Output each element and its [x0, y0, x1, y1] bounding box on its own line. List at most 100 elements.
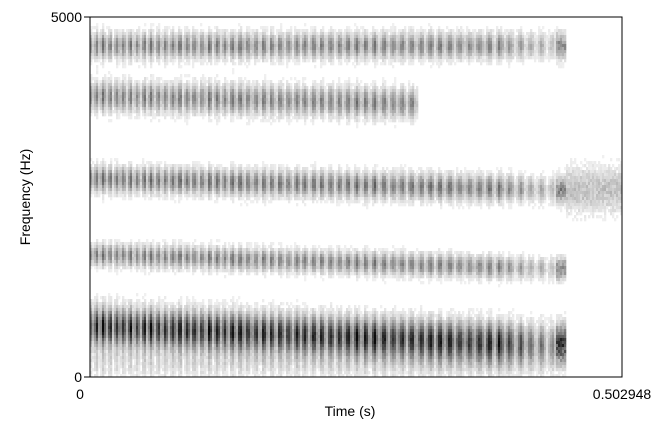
spectrogram-cell [206, 269, 209, 273]
spectrogram-cell [128, 326, 131, 330]
spectrogram-cell [200, 320, 203, 324]
spectrogram-cell [132, 188, 135, 192]
spectrogram-cell [106, 188, 109, 192]
spectrogram-cell [126, 38, 129, 42]
spectrogram-cell [116, 65, 119, 69]
spectrogram-cell [222, 266, 225, 270]
spectrogram-cell [164, 161, 167, 165]
spectrogram-cell [176, 83, 179, 87]
spectrogram-cell [126, 101, 129, 105]
spectrogram-cell [172, 320, 175, 324]
spectrogram-cell [162, 107, 165, 111]
spectrogram-cell [230, 185, 233, 189]
spectrogram-cell [130, 173, 133, 177]
spectrogram-cell [170, 356, 173, 360]
spectrogram-cell [224, 251, 227, 255]
spectrogram-cell [104, 182, 107, 186]
spectrogram-cell [158, 374, 161, 378]
spectrogram-cell [196, 185, 199, 189]
spectrogram-cell [226, 47, 229, 51]
spectrogram-cell [172, 47, 175, 51]
spectrogram-cell [120, 317, 123, 321]
spectrogram-cell [200, 359, 203, 363]
spectrogram-cell [116, 374, 119, 378]
spectrogram-cell [92, 161, 95, 165]
spectrogram-cell [102, 185, 105, 189]
spectrogram-cell [190, 335, 193, 339]
spectrogram-cell [138, 344, 141, 348]
spectrogram-cell [108, 317, 111, 321]
spectrogram-cell [232, 104, 235, 108]
spectrogram-cell [154, 350, 157, 354]
spectrogram-cell [200, 44, 203, 48]
spectrogram-cell [146, 356, 149, 360]
spectrogram-cell [140, 107, 143, 111]
spectrogram-cell [174, 257, 177, 261]
spectrogram-cell [214, 89, 217, 93]
spectrogram-cell [206, 101, 209, 105]
spectrogram-cell [120, 350, 123, 354]
spectrogram-cell [90, 323, 93, 327]
spectrogram-cell [214, 335, 217, 339]
spectrogram-cell [170, 362, 173, 366]
spectrogram-cell [112, 353, 115, 357]
spectrogram-cell [226, 317, 229, 321]
spectrogram-cell [140, 56, 143, 60]
spectrogram-cell [190, 341, 193, 345]
spectrogram-cell [136, 83, 139, 87]
spectrogram-cell [162, 110, 165, 114]
spectrogram-cell [96, 314, 99, 318]
spectrogram-cell [120, 101, 123, 105]
spectrogram-cell [94, 314, 97, 318]
spectrogram-cell [194, 77, 197, 81]
spectrogram-cell [212, 110, 215, 114]
spectrogram-cell [208, 83, 211, 87]
spectrogram-cell [204, 335, 207, 339]
spectrogram-cell [126, 314, 129, 318]
spectrogram-cell [140, 326, 143, 330]
spectrogram-cell [144, 242, 147, 246]
spectrogram-cell [104, 113, 107, 117]
spectrogram-cell [120, 311, 123, 315]
spectrogram-cell [94, 191, 97, 195]
spectrogram-cell [90, 101, 93, 105]
spectrogram-cell [216, 95, 219, 99]
spectrogram-cell [156, 29, 159, 33]
spectrogram-cell [92, 170, 95, 174]
spectrogram-cell [132, 356, 135, 360]
spectrogram-cell [170, 353, 173, 357]
spectrogram-cell [170, 110, 173, 114]
spectrogram-cell [146, 182, 149, 186]
spectrogram-cell [208, 326, 211, 330]
spectrogram-cell [200, 257, 203, 261]
spectrogram-cell [210, 329, 213, 333]
spectrogram-cell [144, 254, 147, 258]
spectrogram-cell [122, 344, 125, 348]
spectrogram-cell [210, 353, 213, 357]
spectrogram-cell [188, 53, 191, 57]
spectrogram-cell [152, 311, 155, 315]
spectrogram-cell [160, 92, 163, 96]
spectrogram-cell [158, 110, 161, 114]
spectrogram-cell [122, 266, 125, 270]
spectrogram-cell [150, 299, 153, 303]
spectrogram-cell [118, 173, 121, 177]
spectrogram-cell [210, 32, 213, 36]
spectrogram-cell [214, 260, 217, 264]
spectrogram-cell [182, 179, 185, 183]
spectrogram-cell [198, 257, 201, 261]
spectrogram-cell [216, 185, 219, 189]
spectrogram-cell [96, 23, 99, 27]
spectrogram-cell [174, 92, 177, 96]
spectrogram-cell [116, 296, 119, 300]
spectrogram-cell [132, 32, 135, 36]
spectrogram-cell [104, 98, 107, 102]
spectrogram-cell [146, 35, 149, 39]
spectrogram-cell [120, 107, 123, 111]
spectrogram-cell [204, 89, 207, 93]
spectrogram-cell [174, 53, 177, 57]
spectrogram-cell [192, 314, 195, 318]
spectrogram-cell [206, 98, 209, 102]
spectrogram-cell [186, 260, 189, 264]
spectrogram-cell [176, 80, 179, 84]
